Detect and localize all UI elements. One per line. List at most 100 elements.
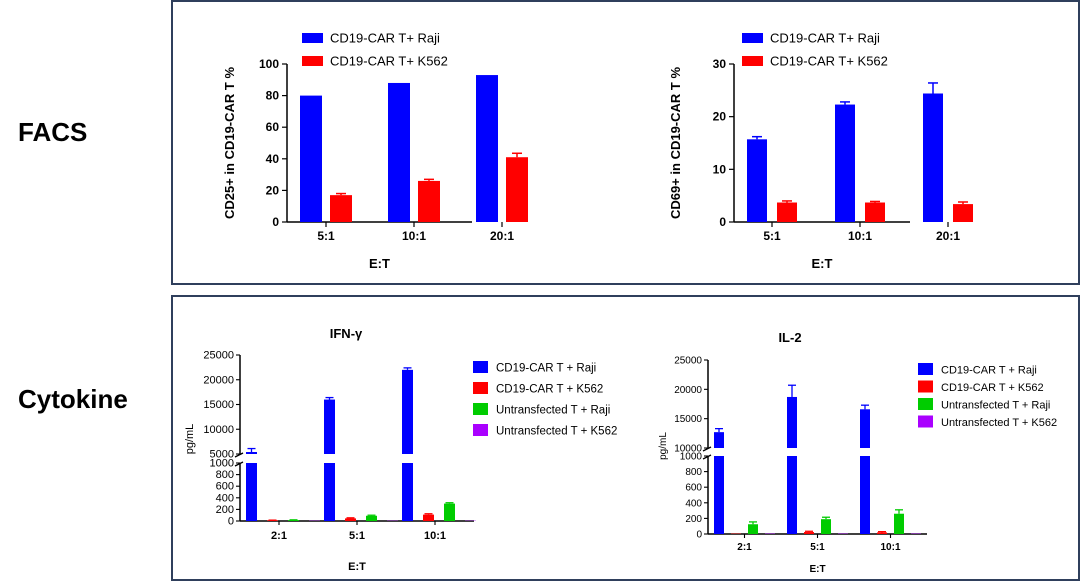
cd25-y-tick-label: 100 <box>259 57 279 71</box>
il2-bar <box>748 524 758 534</box>
cd25-x-tick-label: 20:1 <box>490 229 514 243</box>
il2-x-tick-label: 5:1 <box>810 542 825 553</box>
ifng-bar <box>345 518 356 521</box>
cd69-legend-label: CD19-CAR T+ K562 <box>770 54 888 69</box>
ifng-legend-label: CD19-CAR T + Raji <box>496 363 596 375</box>
il2-legend-label: Untransfected T + Raji <box>941 400 1050 412</box>
ifng-y-tick-label: 1000 <box>210 458 234 470</box>
il2-bar <box>877 532 887 534</box>
il2-axis-break-mark <box>702 454 712 460</box>
il2-y-tick-label: 600 <box>685 483 702 494</box>
il2-x-axis-label: E:T <box>809 564 825 575</box>
cd69-x-tick-label: 10:1 <box>848 229 872 243</box>
cd25-bar <box>476 75 498 222</box>
ifng-bar <box>366 515 377 521</box>
cd69-bar <box>747 139 767 222</box>
ifng-y-tick-label: 20000 <box>203 374 234 386</box>
cd69-bar <box>953 204 973 222</box>
cd25-y-tick-label: 80 <box>266 89 280 103</box>
cd25-bar <box>330 195 352 222</box>
cd25-bar <box>506 157 528 222</box>
cd69-x-axis-label: E:T <box>812 256 833 271</box>
ifng-bar <box>288 520 299 521</box>
il2-legend-label: CD19-CAR T + Raji <box>941 365 1037 377</box>
il2-bar <box>714 456 724 534</box>
cd69-legend-swatch <box>742 33 763 43</box>
ifng-legend-swatch <box>473 361 488 373</box>
cd69-bar <box>777 202 797 222</box>
il2-bar <box>821 519 831 534</box>
il2-y-tick-label: 20000 <box>674 385 702 396</box>
cytokine-panel <box>171 295 1080 581</box>
ifng-title: IFN-γ <box>330 326 363 341</box>
ifng-legend-swatch <box>473 424 488 436</box>
cd25-y-tick-label: 20 <box>266 183 280 197</box>
cd69-legend-swatch <box>742 56 763 66</box>
cd69-y-axis-label: CD69+ in CD19-CAR T % <box>668 67 683 219</box>
il2-axis-break-mark <box>702 446 712 452</box>
cd69-x-tick-label: 5:1 <box>763 229 781 243</box>
cd69-y-tick-label: 10 <box>713 162 727 176</box>
cd25-x-tick-label: 5:1 <box>317 229 335 243</box>
il2-legend-swatch <box>918 398 933 410</box>
cd69-bar <box>865 202 885 222</box>
il2-bar <box>860 409 870 448</box>
il2-legend-swatch <box>918 415 933 428</box>
il2-bar <box>714 432 724 448</box>
il2-bar <box>894 513 904 534</box>
cd69-y-tick-label: 20 <box>713 110 727 124</box>
cd25-bar <box>300 95 322 222</box>
ifng-bar <box>324 399 335 454</box>
il2-y-tick-label: 1000 <box>680 452 703 463</box>
il2-bar <box>787 396 797 448</box>
ifng-y-tick-label: 800 <box>216 469 234 481</box>
cd25-x-tick-label: 10:1 <box>402 229 426 243</box>
ifng-x-tick-label: 5:1 <box>349 530 365 542</box>
cd25-y-tick-label: 60 <box>266 120 280 134</box>
cd69-x-tick-label: 20:1 <box>936 229 960 243</box>
cd25-y-tick-label: 40 <box>266 152 280 166</box>
ifng-bar <box>423 514 434 521</box>
ifng-bar <box>246 452 257 454</box>
facs-panel <box>171 0 1080 285</box>
cd25-legend-swatch <box>302 56 323 66</box>
ifng-legend-swatch <box>473 382 488 394</box>
il2-legend-swatch <box>918 363 933 375</box>
ifng-y-tick-label: 15000 <box>203 399 234 411</box>
il2-x-tick-label: 10:1 <box>880 542 900 553</box>
ifng-y-tick-label: 600 <box>216 481 234 493</box>
ifng-bar <box>444 503 455 521</box>
il2-title: IL-2 <box>778 330 801 345</box>
cd69-bar <box>835 104 855 222</box>
ifng-x-tick-label: 10:1 <box>424 530 446 542</box>
ifng-y-axis-label: pg/mL <box>184 424 196 455</box>
cd25-y-axis-label: CD25+ in CD19-CAR T % <box>222 67 237 219</box>
ifng-bar <box>402 369 413 454</box>
il2-y-axis-label: pg/mL <box>658 432 669 460</box>
ifng-axis-break-mark <box>234 452 244 458</box>
il2-y-tick-label: 10000 <box>674 444 702 455</box>
ifng-axis-break-mark <box>234 461 244 467</box>
cd25-x-axis-label: E:T <box>369 256 390 271</box>
il2-legend-swatch <box>918 380 933 393</box>
ifng-bar <box>402 463 413 521</box>
il2-y-tick-label: 200 <box>685 514 702 525</box>
ifng-bar <box>246 463 257 521</box>
il2-bar <box>804 532 814 534</box>
cd69-y-tick-label: 0 <box>719 215 726 229</box>
ifng-y-tick-label: 0 <box>228 516 234 528</box>
cd69-y-tick-label: 30 <box>713 57 727 71</box>
ifng-legend-label: Untransfected T + K562 <box>496 426 617 438</box>
il2-y-tick-label: 800 <box>685 467 702 478</box>
cd25-legend-label: CD19-CAR T+ Raji <box>330 31 440 46</box>
il2-y-tick-label: 400 <box>685 498 702 509</box>
il2-bar <box>860 456 870 534</box>
il2-y-tick-label: 25000 <box>674 356 702 367</box>
il2-x-tick-label: 2:1 <box>737 542 752 553</box>
ifng-legend-swatch <box>473 403 488 415</box>
ifng-y-tick-label: 10000 <box>203 424 234 436</box>
cytokine-section-label: Cytokine <box>18 384 128 414</box>
il2-legend-label: CD19-CAR T + K562 <box>941 382 1044 394</box>
cd69-bar <box>923 93 943 222</box>
cd25-bar <box>418 180 440 222</box>
